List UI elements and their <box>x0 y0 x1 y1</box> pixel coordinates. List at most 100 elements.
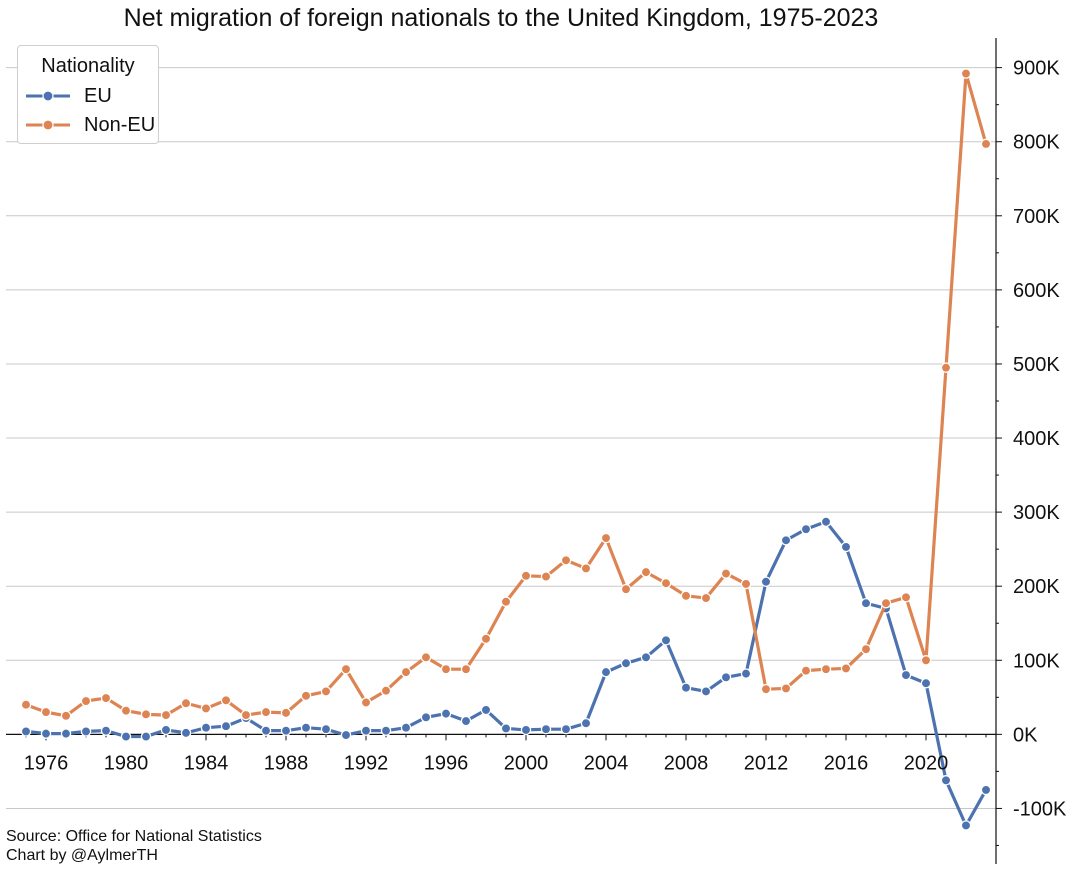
y-tick-label: 500K <box>1013 354 1060 376</box>
data-point-non-eu <box>460 663 472 675</box>
tick-labels: -100K 0K 100K 200K 300K 400K 500K 600K 700K 800K 9… <box>24 58 1067 821</box>
y-tick-label: 100K <box>1013 650 1060 672</box>
data-point-non-eu <box>500 596 512 608</box>
data-point-non-eu <box>660 577 672 589</box>
y-tick-label: 700K <box>1013 206 1060 228</box>
data-point-non-eu <box>980 138 992 150</box>
y-tick-label: 0K <box>1013 724 1038 746</box>
x-tick-label: 2000 <box>504 752 549 774</box>
data-point-non-eu <box>720 568 732 579</box>
data-point-eu <box>220 720 232 732</box>
data-point-non-eu <box>200 703 212 714</box>
legend-label-non-eu: Non-EU <box>84 114 156 136</box>
x-tick-label: 1988 <box>264 752 309 774</box>
data-point-eu <box>320 723 332 735</box>
chart-title: Net migration of foreign nationals to th… <box>123 4 879 32</box>
data-point-eu <box>40 728 52 739</box>
data-point-non-eu <box>520 570 532 582</box>
data-point-non-eu <box>700 592 712 604</box>
data-point-eu <box>860 597 872 609</box>
data-point-non-eu <box>900 592 912 603</box>
data-point-non-eu <box>680 590 692 602</box>
gridlines <box>6 67 996 809</box>
data-point-eu <box>180 727 192 739</box>
data-point-non-eu <box>160 709 172 721</box>
data-point-non-eu <box>740 578 752 590</box>
legend: Nationality EU Non-EU <box>17 45 159 144</box>
data-point-eu <box>620 657 632 669</box>
legend-swatch-non-eu <box>26 119 70 131</box>
data-point-non-eu <box>960 68 972 79</box>
data-point-eu <box>200 722 212 733</box>
data-point-eu <box>960 820 972 831</box>
data-point-non-eu <box>440 663 452 675</box>
data-point-eu <box>840 541 852 553</box>
data-point-non-eu <box>120 705 132 716</box>
data-point-non-eu <box>240 709 252 721</box>
data-point-non-eu <box>560 555 572 566</box>
y-tick-label: 400K <box>1013 428 1060 450</box>
data-point-non-eu <box>140 709 152 720</box>
data-point-eu <box>520 724 532 736</box>
data-point-eu <box>300 722 312 733</box>
data-point-non-eu <box>420 652 432 663</box>
data-point-eu <box>260 725 272 736</box>
source-line: Source: Office for National Statistics <box>6 828 262 845</box>
data-point-eu <box>680 682 692 693</box>
data-point-eu <box>560 723 572 735</box>
data-point-non-eu <box>800 665 812 676</box>
data-point-non-eu <box>60 710 72 722</box>
data-point-eu <box>800 523 812 535</box>
source-note: Source: Office for National Statistics C… <box>6 827 262 865</box>
data-point-eu <box>700 686 712 697</box>
data-point-eu <box>160 724 172 736</box>
y-tick-label: 600K <box>1013 280 1060 302</box>
x-tick-label: 2016 <box>824 752 869 774</box>
data-point-eu <box>400 722 412 733</box>
data-point-non-eu <box>220 695 232 706</box>
data-point-eu <box>100 725 112 736</box>
data-point-non-eu <box>180 697 192 709</box>
data-point-eu <box>340 729 352 741</box>
data-point-eu <box>820 516 832 527</box>
data-point-eu <box>120 731 132 742</box>
data-point-eu <box>460 715 472 727</box>
data-point-non-eu <box>300 690 312 702</box>
y-tick-label: 200K <box>1013 576 1060 598</box>
data-point-non-eu <box>320 686 332 697</box>
x-tick-label: 1984 <box>184 752 229 774</box>
data-point-non-eu <box>480 633 492 645</box>
data-point-eu <box>740 668 752 679</box>
x-tick-label: 2004 <box>584 752 629 774</box>
axes <box>6 38 1002 864</box>
data-point-eu <box>720 672 732 683</box>
data-point-eu <box>780 535 792 546</box>
data-point-eu <box>940 775 952 786</box>
data-point-non-eu <box>820 663 832 675</box>
data-point-eu <box>80 726 92 737</box>
data-point-non-eu <box>940 362 952 373</box>
x-tick-label: 1992 <box>344 752 389 774</box>
data-point-eu <box>60 728 72 739</box>
data-point-non-eu <box>780 683 792 694</box>
data-point-non-eu <box>380 685 392 696</box>
legend-title: Nationality <box>41 55 135 77</box>
data-point-non-eu <box>260 706 272 718</box>
x-tick-label: 2008 <box>664 752 709 774</box>
data-point-eu <box>540 723 552 735</box>
data-point-non-eu <box>40 706 52 718</box>
y-tick-label: -100K <box>1013 798 1067 820</box>
data-point-eu <box>280 725 292 736</box>
data-point-eu <box>920 677 932 689</box>
series-line-eu <box>24 520 988 828</box>
y-tick-label: 900K <box>1013 58 1060 80</box>
data-point-eu <box>980 784 992 796</box>
data-point-non-eu <box>280 707 292 719</box>
data-point-non-eu <box>600 532 612 544</box>
data-point-non-eu <box>340 663 352 675</box>
x-tick-label: 1996 <box>424 752 469 774</box>
x-tick-label: 1980 <box>104 752 149 774</box>
data-point-eu <box>20 726 32 737</box>
data-point-eu <box>360 725 372 736</box>
series-layer <box>20 68 992 831</box>
